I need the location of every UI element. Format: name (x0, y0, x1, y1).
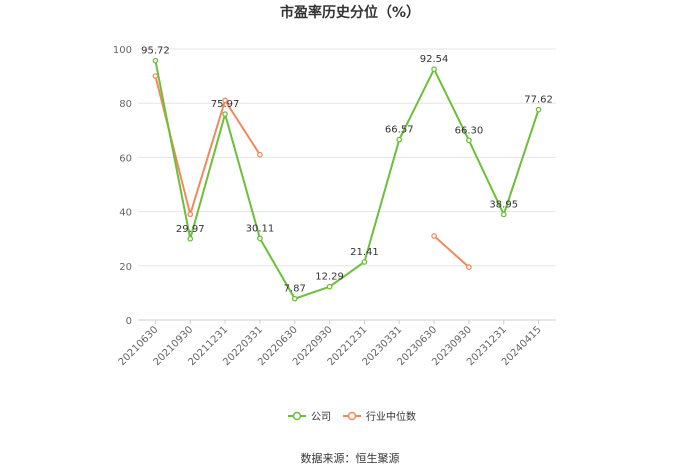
data-label: 12.29 (315, 272, 344, 283)
data-point-1[interactable] (152, 73, 159, 79)
data-point-1[interactable] (431, 233, 437, 239)
y-tick-label: 60 (119, 153, 132, 164)
legend-item-0[interactable]: 公司 (288, 411, 331, 423)
data-label: 77.62 (524, 95, 553, 106)
data-point-0[interactable] (257, 235, 263, 242)
series-line-0 (154, 60, 540, 300)
data-point-0[interactable] (535, 106, 542, 113)
series-line-1 (433, 235, 470, 268)
y-tick-label: 80 (119, 99, 132, 110)
data-label: 29.97 (176, 224, 205, 235)
legend-label: 行业中位数 (366, 410, 416, 423)
data-label: 38.95 (489, 199, 518, 210)
data-point-1[interactable] (222, 97, 228, 104)
data-point-0[interactable] (466, 137, 472, 144)
data-point-0[interactable] (396, 136, 403, 143)
data-label: 7.87 (284, 284, 306, 295)
data-label: 92.54 (420, 54, 449, 65)
data-point-0[interactable] (222, 111, 228, 117)
data-label: 21.41 (350, 247, 379, 258)
data-label: 30.11 (246, 223, 275, 234)
data-point-1[interactable] (466, 264, 472, 271)
data-labels: 95.72 29.97 75.97 30.11 7.87 12.29 21.41 66.57 9… (141, 46, 553, 295)
data-label: 95.72 (141, 46, 170, 57)
series-layer (152, 57, 542, 302)
y-tick-label: 0 (126, 316, 132, 327)
data-label: 66.57 (385, 125, 414, 136)
y-axis: 0 20 40 60 80 100 (113, 45, 132, 327)
data-point-0[interactable] (500, 211, 507, 218)
data-point-0[interactable] (291, 295, 298, 302)
data-point-0[interactable] (187, 235, 194, 242)
y-tick-label: 100 (113, 45, 132, 56)
data-label: 75.97 (211, 99, 240, 110)
legend[interactable]: 公司 行业中位数 (288, 410, 416, 423)
data-point-0[interactable] (152, 57, 159, 64)
legend-label: 公司 (311, 412, 331, 423)
y-tick-label: 20 (119, 262, 132, 273)
data-label: 66.30 (455, 125, 484, 136)
data-point-0[interactable] (326, 283, 333, 290)
data-point-1[interactable] (187, 211, 194, 218)
data-point-1[interactable] (257, 151, 263, 158)
data-point-0[interactable] (431, 66, 437, 73)
data-source: 数据来源：恒生聚源 (301, 451, 400, 465)
legend-item-1[interactable]: 行业中位数 (343, 410, 416, 423)
chart-title: 市盈率历史分位（%） (280, 4, 420, 21)
y-tick-label: 40 (119, 208, 132, 219)
legend-swatch-marker (347, 411, 357, 421)
x-axis: 2021063020210930202112312022033120220630… (117, 319, 556, 368)
legend-swatch-marker (292, 411, 302, 421)
data-point-0[interactable] (361, 259, 368, 265)
